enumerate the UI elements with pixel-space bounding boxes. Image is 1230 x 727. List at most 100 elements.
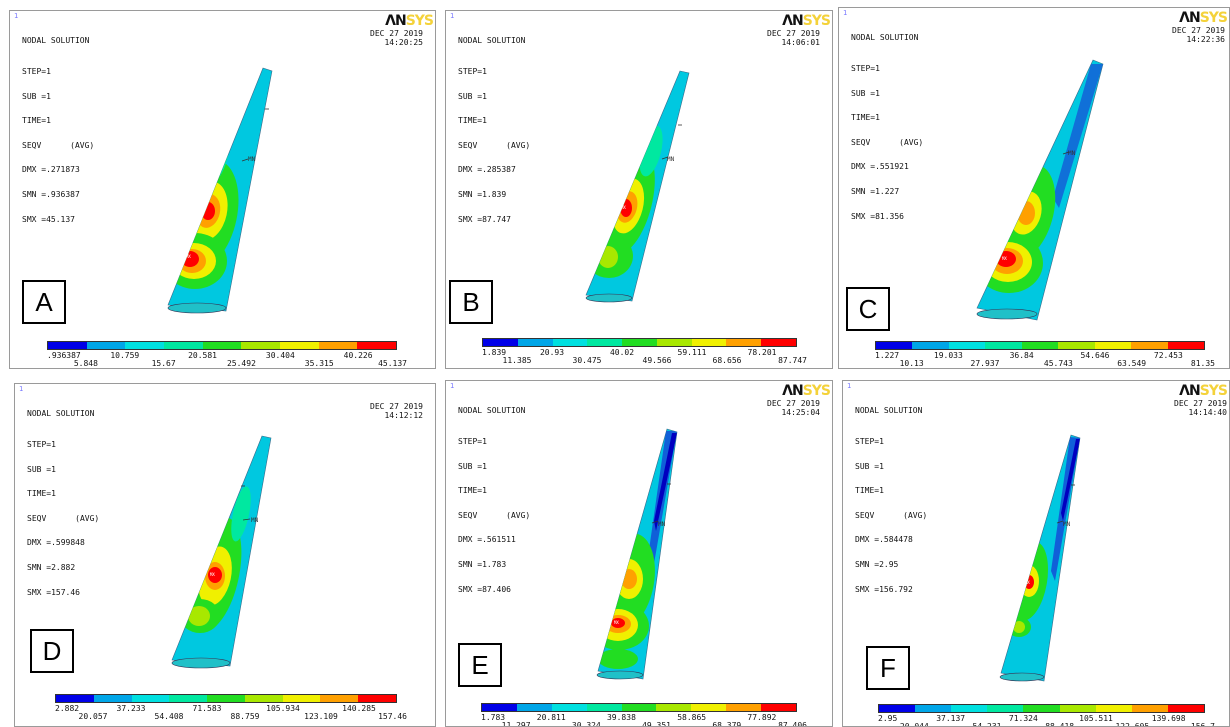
legend-value-top: 71.583	[192, 704, 222, 713]
color-legend	[55, 694, 397, 703]
legend-value-top: 59.111	[677, 348, 707, 357]
date-text: DEC 27 2019	[1174, 399, 1227, 408]
stress-contour-model: MX MN	[999, 434, 1081, 682]
legend-swatch	[169, 695, 208, 702]
legend-value-top: 72.453	[1153, 351, 1183, 360]
logo-an: ΛN	[782, 383, 804, 399]
legend-value-bottom: 30.324	[571, 721, 601, 727]
legend-value-top: 139.698	[1151, 714, 1186, 723]
solution-info: NODAL SOLUTION STEP=1 SUB =1 TIME=1 SEQV…	[855, 391, 927, 610]
time-text: 14:22:36	[1186, 35, 1225, 44]
date-text: DEC 27 2019	[1172, 26, 1225, 35]
timestamp: DEC 27 2019 14:12:12	[370, 402, 423, 420]
legend-swatch	[987, 705, 1024, 712]
stress-contour-model: MX MN	[167, 67, 273, 314]
stress-contour-model: MX MN	[171, 435, 272, 669]
legend-value-top: 58.865	[677, 713, 707, 722]
step-value: STEP=1	[22, 67, 51, 77]
smn-value: SMN =2.882	[27, 563, 76, 573]
panel-b: 1 NODAL SOLUTION STEP=1 SUB =1 TIME=1 SE…	[445, 10, 833, 369]
legend-swatch	[358, 695, 397, 702]
legend-value-bottom: 63.549	[1117, 359, 1147, 368]
legend-value-top: 36.84	[1009, 351, 1034, 360]
legend-value-bottom: 35.315	[304, 359, 334, 368]
legend-value-top: 1.839	[482, 348, 507, 357]
legend-swatch	[1058, 342, 1095, 349]
seqv-label: SEQV (AVG)	[458, 140, 531, 150]
legend-value-bottom: 5.848	[73, 359, 98, 368]
dmx-value: DMX =.561511	[458, 535, 516, 545]
legend-value-bottom: 20.044	[899, 722, 929, 727]
logo-sys: SYS	[802, 383, 831, 399]
smx-value: SMX =157.46	[27, 587, 80, 597]
legend-swatch	[586, 704, 622, 711]
date-text: DEC 27 2019	[767, 399, 820, 408]
legend-swatch	[761, 704, 797, 711]
timestamp: DEC 27 2019 14:14:40	[1174, 399, 1227, 417]
mx-marker: MX	[1025, 580, 1030, 585]
logo-sys: SYS	[1199, 383, 1228, 399]
ansys-logo: ΛNSYS	[1179, 10, 1228, 26]
legend-value-bottom: 54.408	[154, 712, 184, 721]
legend-swatch	[985, 342, 1022, 349]
dmx-value: DMX =.551921	[851, 162, 909, 172]
panel-a: 1 NODAL SOLUTION STEP=1 SUB =1 TIME=1 SE…	[9, 10, 436, 369]
date-text: DEC 27 2019	[370, 402, 423, 411]
mn-marker: MN	[1063, 521, 1071, 528]
solution-info: NODAL SOLUTION STEP=1 SUB =1 TIME=1 SEQV…	[458, 391, 530, 610]
time-text: 14:25:04	[781, 408, 820, 417]
color-legend	[875, 341, 1205, 350]
legend-value-top: 40.226	[343, 351, 373, 360]
legend-swatch	[483, 339, 518, 346]
panel-label-b: B	[449, 280, 493, 324]
legend-value-bottom: 49.351	[642, 721, 671, 727]
legend-swatch	[241, 342, 281, 349]
mn-marker: MN	[248, 156, 256, 163]
legend-value-top: 20.93	[539, 348, 565, 357]
mx-marker: MX	[1002, 256, 1007, 261]
legend-swatch	[482, 704, 517, 711]
panel-label-f: F	[866, 646, 910, 690]
ansys-logo: ΛNSYS	[782, 13, 831, 29]
window-number: 1	[450, 382, 455, 390]
legend-swatch	[879, 705, 916, 712]
legend-value-top: 19.033	[933, 351, 963, 360]
mn-marker: MN	[667, 156, 675, 163]
legend-value-top: 37.137	[936, 714, 966, 723]
legend-swatch	[876, 342, 913, 349]
time-text: 14:12:12	[384, 411, 423, 420]
step-value: STEP=1	[27, 440, 56, 450]
stress-contour-model: MX MN	[976, 59, 1104, 321]
legend-value-bottom: 88.759	[230, 712, 260, 721]
time-text: 14:06:01	[781, 38, 820, 47]
legend-value-top: 54.646	[1080, 351, 1110, 360]
legend-swatch	[56, 695, 94, 702]
timestamp: DEC 27 2019 14:22:36	[1172, 26, 1225, 44]
legend-swatch	[915, 705, 952, 712]
seqv-label: SEQV (AVG)	[458, 510, 531, 520]
legend-value-top: 20.581	[188, 351, 217, 360]
smx-value: SMX =156.792	[855, 584, 913, 594]
time-text: 14:14:40	[1188, 408, 1227, 417]
legend-value-bottom: 25.492	[226, 359, 256, 368]
legend-swatch	[551, 704, 587, 711]
legend-swatch	[202, 342, 242, 349]
legend-swatch	[207, 695, 245, 702]
dmx-value: DMX =.599848	[27, 538, 85, 548]
time-value: TIME=1	[458, 486, 487, 496]
legend-value-bottom: 10.13	[899, 359, 924, 368]
logo-an: ΛN	[1179, 383, 1201, 399]
legend-swatch	[1131, 342, 1168, 349]
timestamp: DEC 27 2019 14:20:25	[370, 29, 423, 47]
legend-value-bottom: 68.379	[712, 721, 742, 727]
mn-marker: MN	[658, 521, 666, 528]
panel-c: 1 NODAL SOLUTION STEP=1 SUB =1 TIME=1 SE…	[838, 7, 1230, 369]
step-value: STEP=1	[458, 437, 487, 447]
solution-title: NODAL SOLUTION	[855, 406, 923, 416]
legend-swatch	[761, 339, 797, 346]
window-number: 1	[450, 12, 455, 20]
seqv-label: SEQV (AVG)	[22, 140, 95, 150]
time-value: TIME=1	[27, 489, 56, 499]
sub-value: SUB =1	[855, 461, 884, 471]
legend-swatch	[691, 704, 727, 711]
